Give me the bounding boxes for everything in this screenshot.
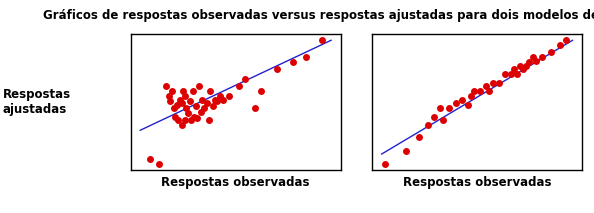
Point	[178, 89, 188, 93]
Point	[494, 81, 504, 84]
Point	[537, 56, 546, 59]
Point	[500, 72, 510, 76]
Point	[169, 106, 178, 110]
Point	[180, 118, 189, 122]
Point	[170, 115, 180, 118]
Point	[210, 98, 220, 101]
Point	[525, 61, 534, 64]
Point	[257, 89, 266, 93]
Point	[166, 100, 175, 103]
Point	[191, 105, 201, 108]
Point	[522, 64, 531, 68]
Point	[272, 68, 282, 71]
Point	[173, 118, 183, 122]
Point	[301, 56, 311, 59]
Point	[241, 78, 250, 81]
Point	[183, 112, 192, 115]
Point	[402, 149, 411, 152]
Point	[145, 157, 154, 161]
Point	[528, 56, 538, 59]
Point	[475, 89, 485, 93]
Point	[482, 84, 491, 88]
Point	[182, 106, 191, 110]
Point	[161, 84, 170, 88]
Point	[168, 89, 177, 93]
Point	[469, 89, 479, 93]
Point	[204, 118, 213, 122]
Point	[317, 39, 326, 42]
Point	[196, 110, 206, 113]
Point	[234, 84, 244, 88]
Point	[164, 95, 173, 98]
Point	[288, 61, 298, 64]
Point	[531, 59, 541, 62]
Point	[198, 98, 207, 101]
Text: Gráficos de respostas observadas versus respostas ajustadas para dois modelos de: Gráficos de respostas observadas versus …	[43, 9, 594, 22]
Point	[187, 118, 196, 122]
Point	[215, 95, 225, 98]
Point	[466, 95, 476, 98]
Point	[177, 124, 187, 127]
Point	[435, 106, 445, 110]
X-axis label: Respostas observadas: Respostas observadas	[403, 176, 551, 189]
Point	[192, 117, 202, 120]
Point	[451, 101, 460, 105]
Text: Respostas
ajustadas: Respostas ajustadas	[3, 88, 71, 116]
Point	[423, 124, 432, 127]
Point	[208, 105, 218, 108]
Point	[380, 163, 390, 166]
Point	[172, 103, 182, 106]
Point	[177, 101, 187, 105]
Point	[203, 101, 212, 105]
Point	[457, 98, 466, 101]
Point	[154, 163, 164, 166]
Point	[199, 106, 208, 110]
Point	[516, 64, 525, 68]
Point	[519, 68, 528, 71]
Point	[189, 115, 199, 118]
Point	[218, 98, 228, 101]
Point	[445, 106, 454, 110]
Point	[562, 39, 571, 42]
Point	[488, 81, 497, 84]
Point	[414, 135, 424, 139]
Point	[429, 115, 439, 118]
Point	[185, 100, 194, 103]
Point	[438, 118, 448, 122]
Point	[194, 84, 204, 88]
Point	[250, 106, 260, 110]
Point	[546, 50, 556, 54]
Point	[463, 103, 473, 106]
Point	[188, 89, 197, 93]
Point	[175, 98, 185, 101]
Point	[206, 89, 215, 93]
Point	[555, 44, 565, 47]
X-axis label: Respostas observadas: Respostas observadas	[162, 176, 310, 189]
Point	[180, 95, 189, 98]
Point	[509, 68, 519, 71]
Point	[212, 100, 222, 103]
Point	[506, 72, 516, 76]
Point	[225, 95, 234, 98]
Point	[513, 72, 522, 76]
Point	[485, 89, 494, 93]
